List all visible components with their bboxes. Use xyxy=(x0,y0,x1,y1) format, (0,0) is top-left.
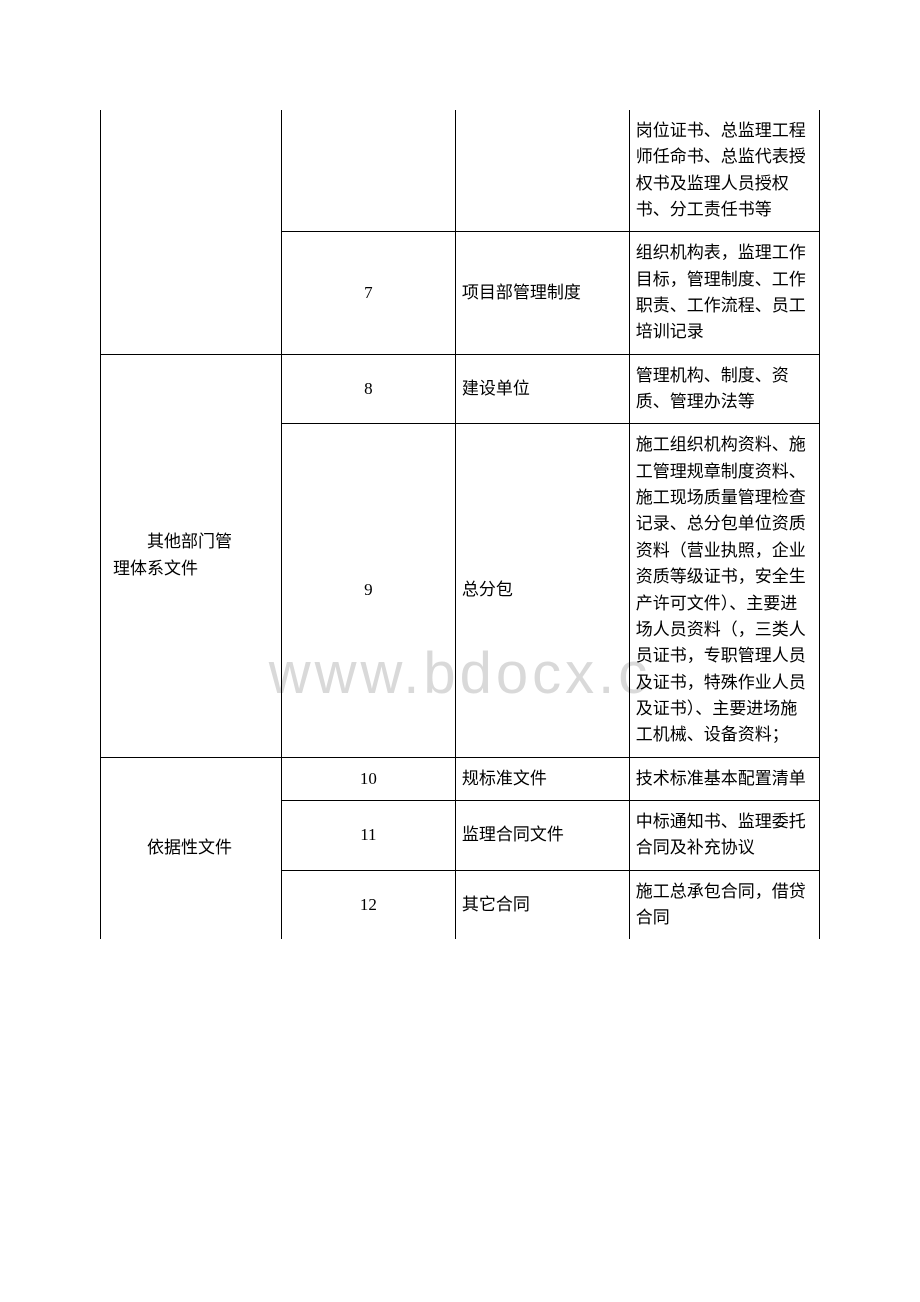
category-line2: 理体系文件 xyxy=(113,559,198,578)
name-text: 规标准文件 xyxy=(462,769,547,788)
category-text: 依据性文件 xyxy=(113,835,275,861)
name-cell xyxy=(455,110,629,232)
num-cell: 12 xyxy=(281,870,455,939)
name-text: 其它合同 xyxy=(462,895,530,914)
name-cell: 监理合同文件 xyxy=(455,800,629,870)
name-text: 总分包 xyxy=(462,580,513,599)
num-cell: 8 xyxy=(281,354,455,424)
name-cell: 总分包 xyxy=(455,424,629,757)
desc-text: 组织机构表，监理工作目标，管理制度、工作职责、工作流程、员工培训记录 xyxy=(636,243,806,341)
desc-text: 中标通知书、监理委托合同及补充协议 xyxy=(636,812,806,857)
name-text: 建设单位 xyxy=(462,379,530,398)
num-cell: 9 xyxy=(281,424,455,757)
desc-text: 技术标准基本配置清单 xyxy=(636,769,806,788)
desc-text: 施工组织机构资料、施工管理规章制度资料、施工现场质量管理检查记录、总分包单位资质… xyxy=(636,435,806,744)
name-cell: 规标准文件 xyxy=(455,757,629,800)
desc-cell: 技术标准基本配置清单 xyxy=(629,757,819,800)
name-cell: 其它合同 xyxy=(455,870,629,939)
name-cell: 建设单位 xyxy=(455,354,629,424)
category-cell: 依据性文件 xyxy=(101,757,282,939)
category-line1: 其他部门管 xyxy=(113,529,275,555)
num-cell: 10 xyxy=(281,757,455,800)
table-row: 岗位证书、总监理工程师任命书、总监代表授权书及监理人员授权书、分工责任书等 xyxy=(101,110,820,232)
desc-cell: 施工组织机构资料、施工管理规章制度资料、施工现场质量管理检查记录、总分包单位资质… xyxy=(629,424,819,757)
num-cell: 7 xyxy=(281,232,455,354)
desc-cell: 管理机构、制度、资质、管理办法等 xyxy=(629,354,819,424)
name-cell: 项目部管理制度 xyxy=(455,232,629,354)
table-row: 依据性文件 10 规标准文件 技术标准基本配置清单 xyxy=(101,757,820,800)
table-row: 其他部门管 理体系文件 8 建设单位 管理机构、制度、资质、管理办法等 xyxy=(101,354,820,424)
desc-cell: 中标通知书、监理委托合同及补充协议 xyxy=(629,800,819,870)
desc-cell: 组织机构表，监理工作目标，管理制度、工作职责、工作流程、员工培训记录 xyxy=(629,232,819,354)
num-cell xyxy=(281,110,455,232)
name-text: 监理合同文件 xyxy=(462,825,564,844)
desc-text: 施工总承包合同，借贷合同 xyxy=(636,882,806,927)
name-text: 项目部管理制度 xyxy=(462,283,581,302)
desc-text: 管理机构、制度、资质、管理办法等 xyxy=(636,366,789,411)
category-cell: 其他部门管 理体系文件 xyxy=(101,354,282,757)
desc-cell: 岗位证书、总监理工程师任命书、总监代表授权书及监理人员授权书、分工责任书等 xyxy=(629,110,819,232)
desc-cell: 施工总承包合同，借贷合同 xyxy=(629,870,819,939)
document-table: 岗位证书、总监理工程师任命书、总监代表授权书及监理人员授权书、分工责任书等 7 … xyxy=(100,110,820,939)
category-cell xyxy=(101,110,282,354)
num-cell: 11 xyxy=(281,800,455,870)
